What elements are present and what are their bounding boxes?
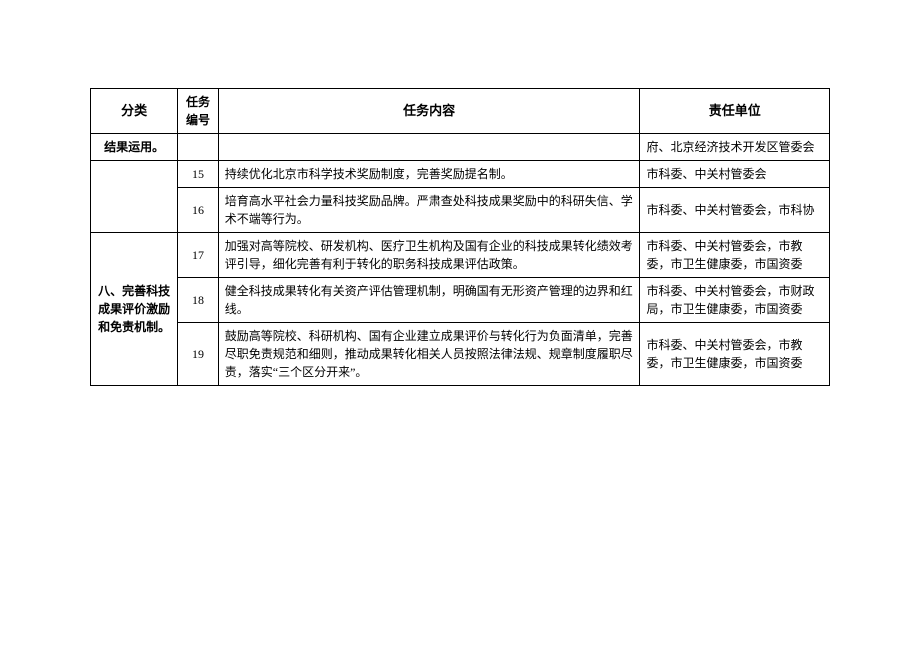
num-cell: 15 (178, 161, 218, 188)
resp-cell: 市科委、中关村管委会，市教委，市卫生健康委，市国资委 (640, 323, 830, 386)
num-cell (178, 134, 218, 161)
category-cell-2: 八、完善科技成果评价激励和免责机制。 (91, 233, 178, 386)
num-cell: 16 (178, 188, 218, 233)
header-category: 分类 (91, 89, 178, 134)
header-task: 任务内容 (218, 89, 640, 134)
task-cell: 持续优化北京市科学技术奖励制度，完善奖励提名制。 (218, 161, 640, 188)
resp-cell: 市科委、中关村管委会 (640, 161, 830, 188)
task-cell: 加强对高等院校、研发机构、医疗卫生机构及国有企业的科技成果转化绩效考评引导，细化… (218, 233, 640, 278)
table-row: 八、完善科技成果评价激励和免责机制。 17 加强对高等院校、研发机构、医疗卫生机… (91, 233, 830, 278)
category-cell-empty (91, 161, 178, 233)
table-row: 18 健全科技成果转化有关资产评估管理机制，明确国有无形资产管理的边界和红线。 … (91, 278, 830, 323)
resp-cell: 市科委、中关村管委会，市科协 (640, 188, 830, 233)
category-cell-1: 结果运用。 (91, 134, 178, 161)
num-cell: 19 (178, 323, 218, 386)
header-resp: 责任单位 (640, 89, 830, 134)
table-row: 15 持续优化北京市科学技术奖励制度，完善奖励提名制。 市科委、中关村管委会 (91, 161, 830, 188)
task-cell (218, 134, 640, 161)
table-row: 结果运用。 府、北京经济技术开发区管委会 (91, 134, 830, 161)
resp-cell: 市科委、中关村管委会，市教委，市卫生健康委，市国资委 (640, 233, 830, 278)
table-row: 19 鼓励高等院校、科研机构、国有企业建立成果评价与转化行为负面清单，完善尽职免… (91, 323, 830, 386)
task-table: 分类 任务编号 任务内容 责任单位 结果运用。 府、北京经济技术开发区管委会 1… (90, 88, 830, 386)
table-row: 16 培育高水平社会力量科技奖励品牌。严肃查处科技成果奖励中的科研失信、学术不端… (91, 188, 830, 233)
task-cell: 培育高水平社会力量科技奖励品牌。严肃查处科技成果奖励中的科研失信、学术不端等行为… (218, 188, 640, 233)
header-num: 任务编号 (178, 89, 218, 134)
resp-cell: 市科委、中关村管委会，市财政局，市卫生健康委，市国资委 (640, 278, 830, 323)
header-row: 分类 任务编号 任务内容 责任单位 (91, 89, 830, 134)
task-cell: 鼓励高等院校、科研机构、国有企业建立成果评价与转化行为负面清单，完善尽职免责规范… (218, 323, 640, 386)
task-cell: 健全科技成果转化有关资产评估管理机制，明确国有无形资产管理的边界和红线。 (218, 278, 640, 323)
num-cell: 17 (178, 233, 218, 278)
resp-cell: 府、北京经济技术开发区管委会 (640, 134, 830, 161)
num-cell: 18 (178, 278, 218, 323)
